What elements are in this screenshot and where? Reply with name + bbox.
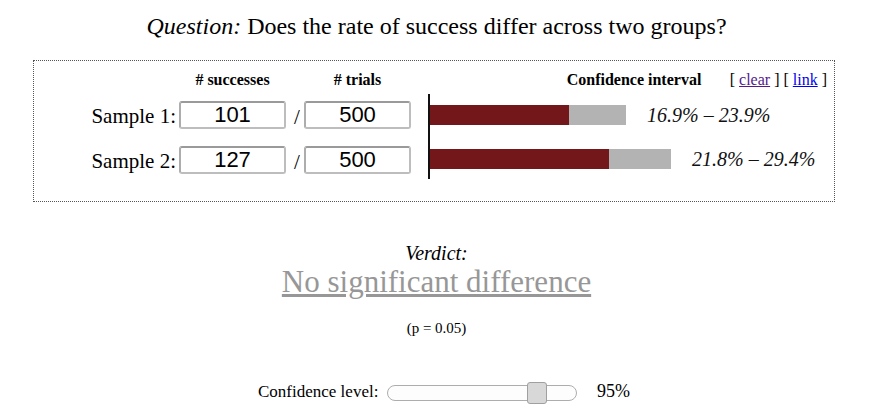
- confidence-level-label: Confidence level:: [258, 382, 378, 402]
- trials-column-header: # trials: [304, 71, 411, 89]
- sample1-successes-input[interactable]: [179, 101, 286, 129]
- sample1-trials-input[interactable]: [304, 101, 411, 129]
- question-prefix: Question:: [146, 13, 241, 39]
- sample2-successes-input[interactable]: [179, 146, 286, 174]
- panel-actions: [ clear ] [ link ]: [730, 71, 827, 89]
- bracket-text: [: [730, 71, 739, 88]
- bracket-text: ]: [818, 71, 827, 88]
- confidence-level-value: 95%: [597, 381, 630, 402]
- permalink-link[interactable]: link: [793, 71, 818, 88]
- sample2-trials-input[interactable]: [304, 146, 411, 174]
- sample1-ci-bar: 16.9% – 23.9%: [430, 105, 770, 125]
- question-text: Does the rate of success differ across t…: [247, 13, 726, 39]
- sample2-label: Sample 2:: [34, 148, 176, 174]
- ci-bar-solid: [430, 149, 609, 169]
- p-value-note: (p = 0.05): [0, 320, 873, 337]
- ci-bar-solid: [430, 105, 569, 125]
- confidence-slider-track[interactable]: [387, 385, 577, 401]
- sample2-ci-bar: 21.8% – 29.4%: [430, 149, 815, 169]
- verdict-heading: Verdict:: [0, 242, 873, 265]
- clear-link[interactable]: clear: [739, 71, 770, 88]
- confidence-slider-thumb[interactable]: [527, 382, 547, 404]
- sample1-ci-label: 16.9% – 23.9%: [647, 104, 770, 127]
- two-proportion-ci-tool: Question:Does the rate of success differ…: [0, 0, 873, 411]
- ci-bar-range: [569, 105, 626, 125]
- verdict-result: No significant difference: [0, 264, 873, 300]
- samples-panel: # successes # trials Confidence interval…: [33, 60, 835, 202]
- sample2-ci-label: 21.8% – 29.4%: [692, 148, 815, 171]
- sample1-label: Sample 1:: [34, 103, 176, 129]
- fraction-separator: /: [290, 150, 304, 175]
- fraction-separator: /: [290, 105, 304, 130]
- ci-bar-range: [609, 149, 671, 169]
- successes-column-header: # successes: [179, 71, 286, 89]
- bracket-text: ] [: [770, 71, 793, 88]
- question-title: Question:Does the rate of success differ…: [0, 13, 873, 40]
- confidence-interval-header: Confidence interval: [534, 71, 734, 89]
